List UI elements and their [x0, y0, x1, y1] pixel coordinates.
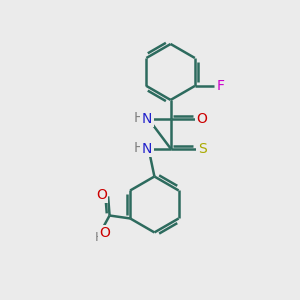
- Text: H: H: [134, 141, 144, 155]
- Text: N: N: [142, 112, 152, 126]
- Text: F: F: [217, 79, 224, 93]
- Text: H: H: [134, 112, 144, 125]
- Text: N: N: [142, 142, 152, 155]
- Text: O: O: [100, 226, 111, 240]
- Text: H: H: [94, 230, 104, 244]
- Text: S: S: [198, 142, 206, 155]
- Text: O: O: [96, 188, 107, 202]
- Text: O: O: [197, 112, 208, 126]
